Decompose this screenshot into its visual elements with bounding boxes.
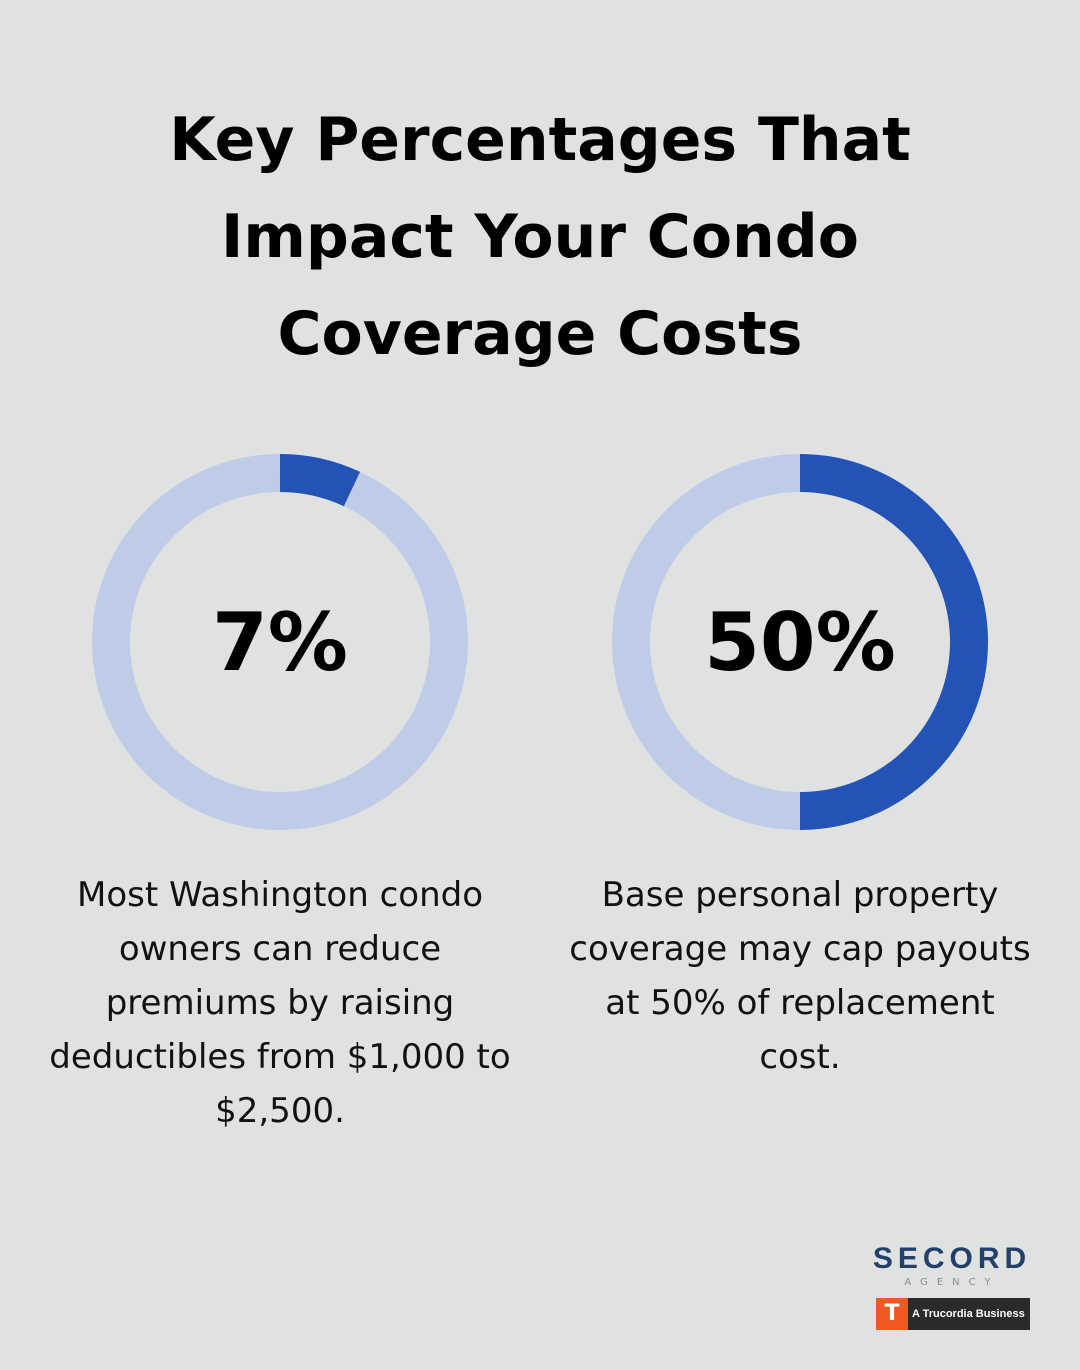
donut-arc bbox=[799, 454, 988, 830]
caption: Base personal property coverage may cap … bbox=[569, 875, 1031, 1077]
caption: Most Washington condo owners can reduce … bbox=[49, 875, 511, 1131]
donut-arc bbox=[279, 454, 361, 507]
donut-label: 50% bbox=[704, 596, 895, 689]
badge-icon: T bbox=[876, 1298, 908, 1330]
badge-text: A Trucordia Business bbox=[912, 1308, 1025, 1320]
logo-badge: T A Trucordia Business bbox=[876, 1298, 1030, 1330]
donut-label: 7% bbox=[212, 596, 348, 689]
logo-name: SECORD bbox=[872, 1242, 1032, 1275]
title: Key Percentages That Impact Your Condo C… bbox=[169, 105, 911, 369]
logo-sub: AGENCY bbox=[904, 1277, 1000, 1288]
